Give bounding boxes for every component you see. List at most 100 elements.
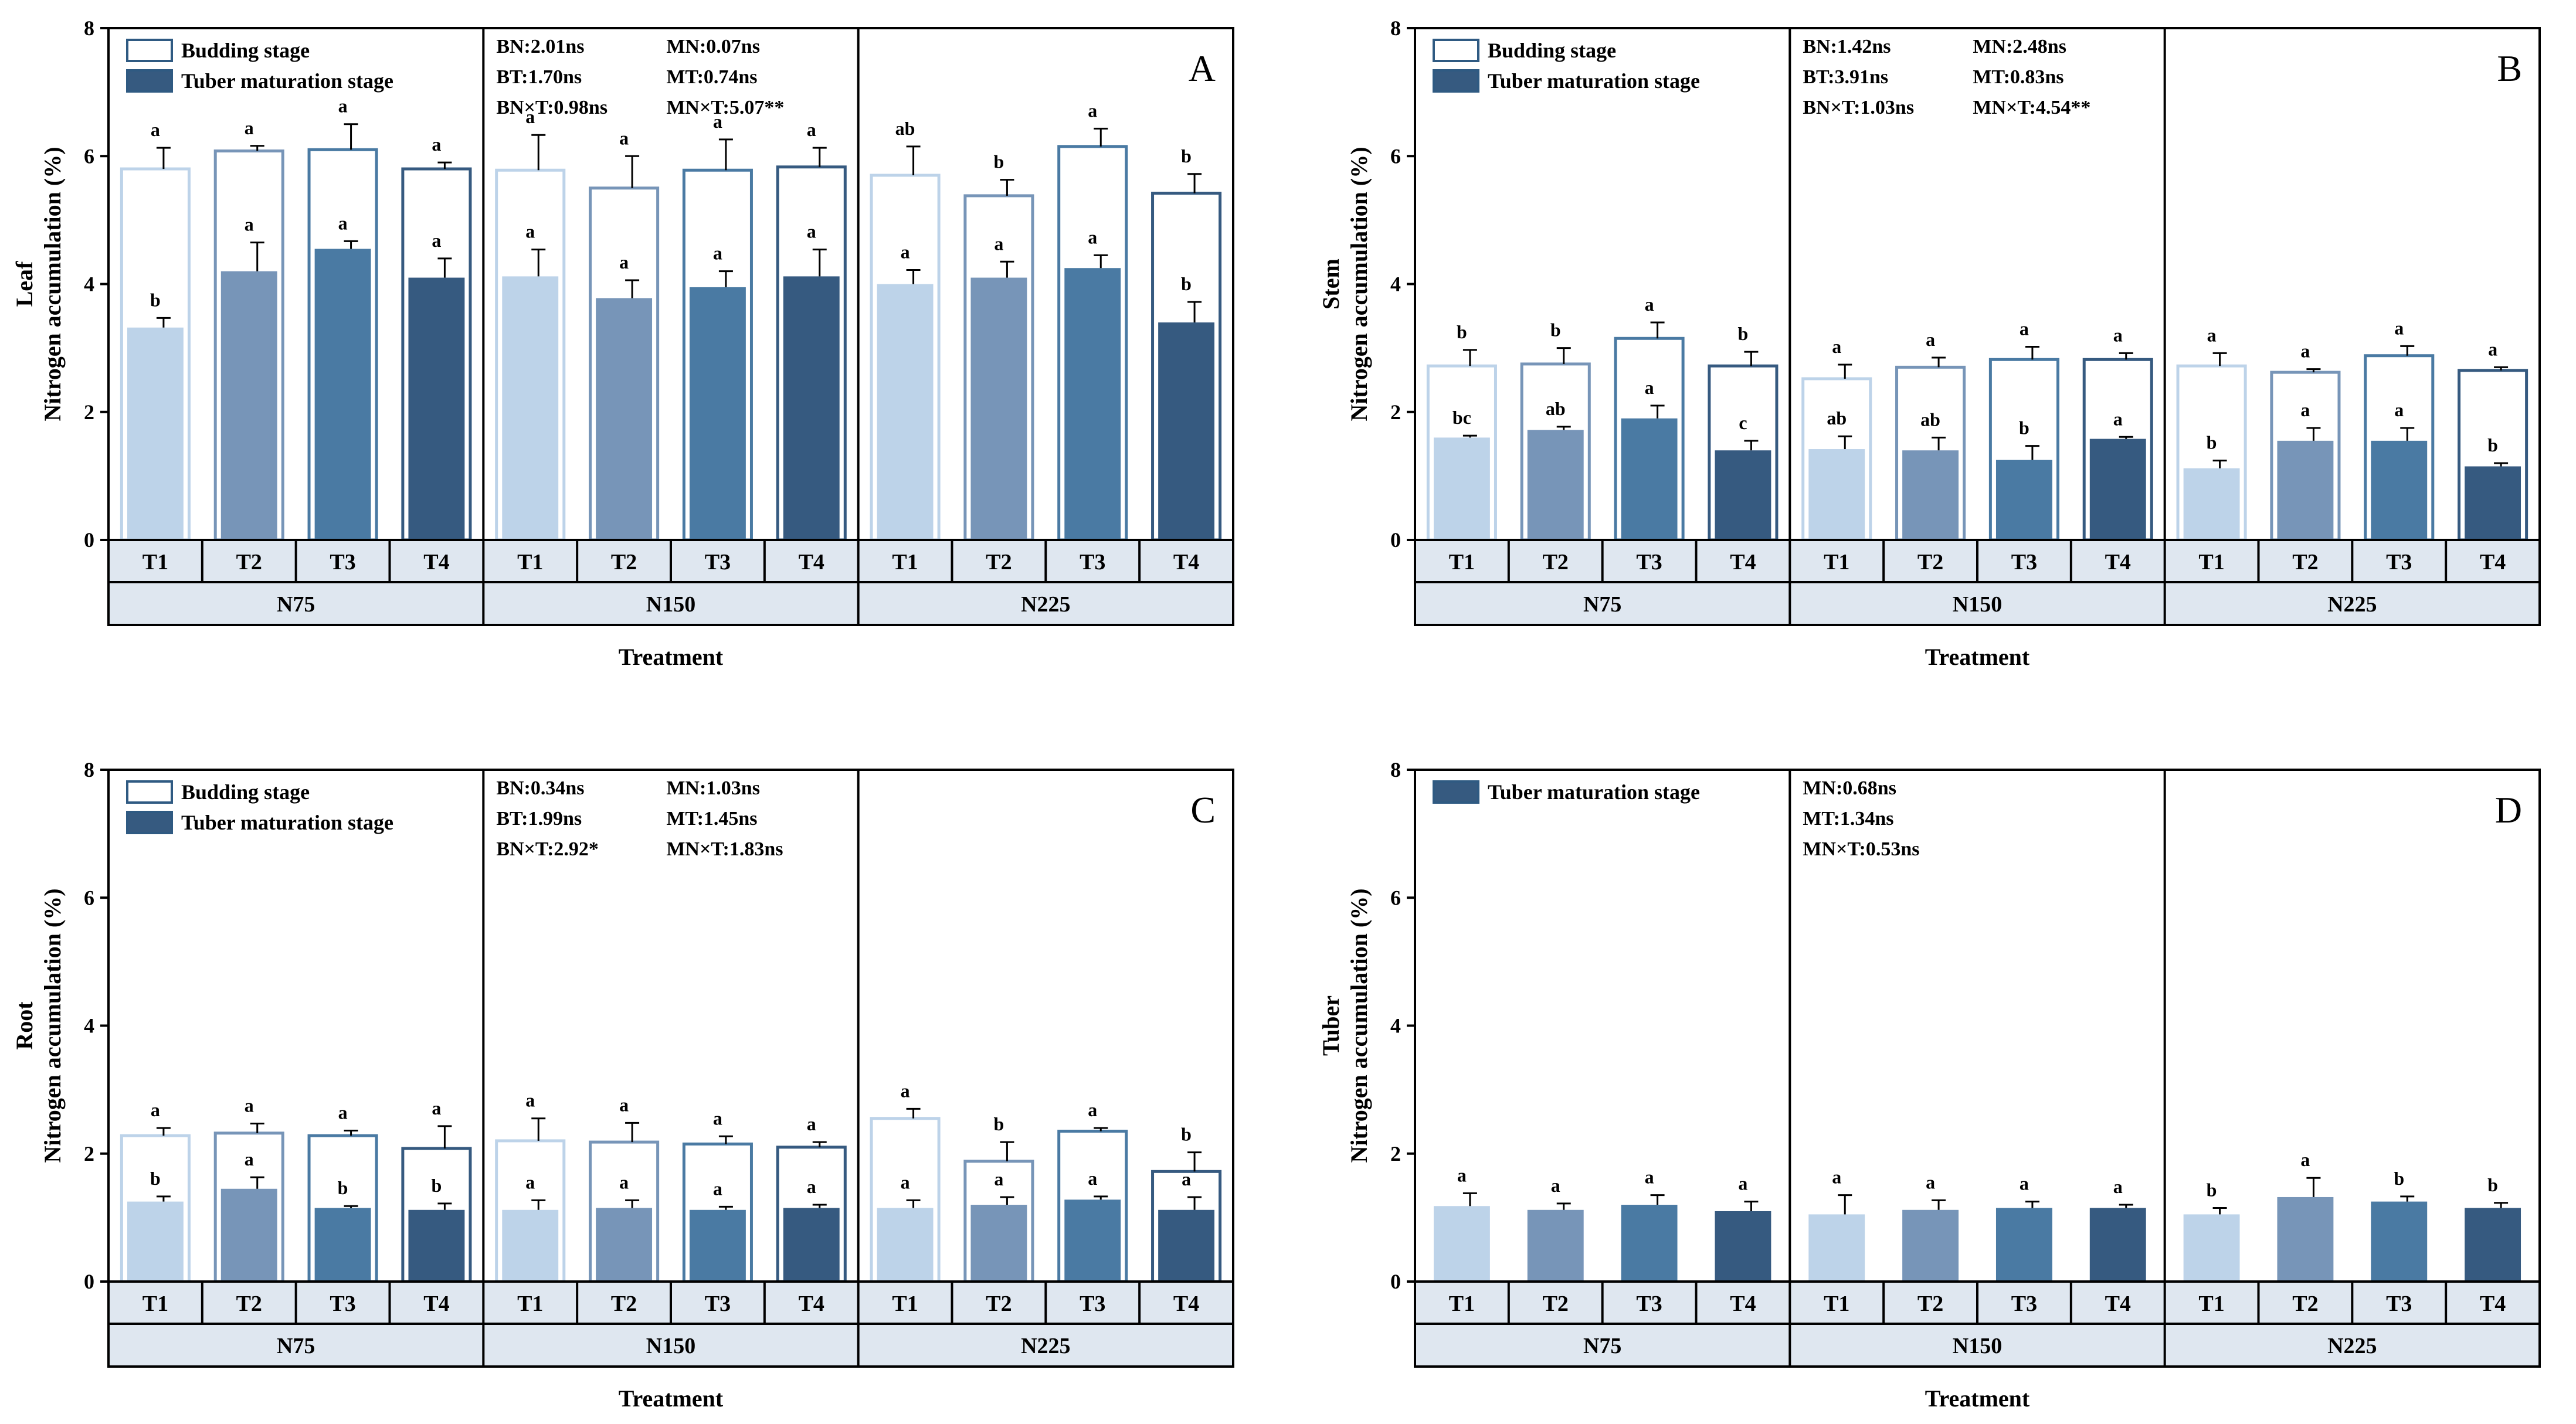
- sig-letter: a: [432, 134, 441, 155]
- sig-letter: a: [2113, 324, 2123, 345]
- bar-tuber-maturation: [1621, 418, 1678, 540]
- x-tick-label: T2: [1543, 1292, 1569, 1316]
- x-tick-label: T1: [1824, 1292, 1849, 1316]
- legend-label: Tuber maturation stage: [1488, 780, 1700, 804]
- legend-label: Budding stage: [1488, 39, 1616, 62]
- sig-letter: a: [2300, 1149, 2310, 1170]
- sig-letter: a: [2488, 338, 2497, 359]
- legend-label: Budding stage: [181, 780, 310, 804]
- group-label: N75: [277, 592, 315, 617]
- x-tick-label: T4: [2105, 1292, 2131, 1316]
- sig-letter: a: [525, 221, 535, 242]
- x-tick-label: T2: [986, 550, 1012, 575]
- sig-letter: b: [432, 1175, 442, 1196]
- sig-letter: a: [1088, 1168, 1097, 1189]
- panel-letter: B: [2497, 47, 2522, 89]
- bar-tuber-maturation: [2089, 439, 2146, 540]
- sig-letter: a: [619, 1094, 629, 1115]
- x-axis-label: Treatment: [619, 1385, 724, 1412]
- sig-letter: a: [619, 127, 629, 148]
- sig-letter: a: [1645, 294, 1654, 315]
- panel-letter: D: [2495, 789, 2522, 831]
- sig-letter: a: [1088, 100, 1097, 121]
- sig-letter: a: [1832, 336, 1841, 357]
- legend-swatch: [1433, 69, 1479, 93]
- legend-swatch: [1433, 780, 1479, 804]
- sig-letter: a: [2300, 399, 2310, 420]
- x-tick-label: T2: [236, 1292, 262, 1316]
- bar-tuber-maturation: [220, 1188, 277, 1282]
- legend-label: Budding stage: [181, 39, 310, 62]
- stat-text: BN:0.34ns: [496, 777, 584, 799]
- stat-text: BN×T:1.03ns: [1803, 97, 1914, 118]
- sig-letter: b: [1457, 321, 1467, 342]
- sig-letter: b: [1550, 320, 1561, 341]
- y-tick-label: 2: [84, 1142, 94, 1165]
- bar-tuber-maturation: [2465, 466, 2521, 540]
- bar-tuber-maturation: [408, 277, 465, 540]
- bar-tuber-maturation: [2371, 1201, 2428, 1282]
- y-tick-label: 0: [1390, 1270, 1401, 1293]
- sig-letter: a: [245, 117, 254, 138]
- legend-label: Tuber maturation stage: [1488, 69, 1700, 93]
- y-tick-label: 0: [84, 528, 94, 552]
- sig-letter: b: [150, 289, 161, 310]
- bar-tuber-maturation: [127, 327, 184, 540]
- bar-tuber-maturation: [783, 276, 840, 540]
- bar-tuber-maturation: [689, 287, 746, 540]
- x-tick-label: T3: [705, 1292, 731, 1316]
- sig-letter: a: [1926, 1171, 1935, 1192]
- bar-tuber-maturation: [1808, 449, 1865, 540]
- group-label: N75: [1583, 592, 1621, 617]
- sig-letter: a: [245, 214, 254, 235]
- x-tick-label: T3: [2386, 550, 2412, 575]
- x-tick-label: T3: [330, 1292, 355, 1316]
- bar-tuber-maturation: [1995, 460, 2052, 540]
- x-tick-label: T2: [1917, 550, 1943, 575]
- bar-tuber-maturation: [502, 1209, 559, 1282]
- y-tick-label: 8: [1390, 16, 1401, 40]
- x-tick-label: T4: [799, 1292, 824, 1316]
- bar-tuber-maturation: [1527, 1209, 1584, 1282]
- group-label: N225: [2327, 592, 2377, 617]
- sig-letter: a: [338, 212, 348, 233]
- bar-tuber-maturation: [1433, 437, 1490, 540]
- sig-letter: b: [2019, 417, 2029, 439]
- sig-letter: b: [1181, 1124, 1192, 1145]
- x-tick-label: T1: [142, 550, 168, 575]
- y-tick-label: 6: [1390, 144, 1401, 168]
- sig-letter: a: [713, 1107, 722, 1129]
- bar-tuber-maturation: [2089, 1208, 2146, 1282]
- bar-tuber-maturation: [1158, 322, 1215, 540]
- sig-letter: a: [1645, 377, 1654, 398]
- stat-text: BN:2.01ns: [496, 36, 584, 57]
- x-tick-label: T3: [1080, 550, 1105, 575]
- group-label: N150: [646, 1334, 695, 1358]
- x-tick-label: T3: [1080, 1292, 1105, 1316]
- y-axis-label: Nitrogen accumulation (%): [1346, 888, 1372, 1163]
- legend-swatch: [1433, 39, 1479, 62]
- stat-text: BT:1.99ns: [496, 808, 582, 830]
- bar-tuber-maturation: [783, 1208, 840, 1282]
- sig-letter: a: [807, 119, 816, 140]
- x-tick-label: T2: [611, 550, 637, 575]
- stat-text: MN:0.07ns: [666, 36, 760, 57]
- sig-letter: a: [713, 111, 722, 132]
- x-tick-label: T3: [2386, 1292, 2412, 1316]
- bar-tuber-maturation: [970, 277, 1027, 540]
- bar-tuber-maturation: [2183, 1214, 2240, 1282]
- bar-tuber-maturation: [689, 1209, 746, 1282]
- sig-letter: a: [713, 243, 722, 264]
- sig-letter: b: [2487, 1174, 2498, 1195]
- bar-tuber-maturation: [2465, 1208, 2521, 1282]
- bar-tuber-maturation: [127, 1201, 184, 1282]
- panel-D: 0 2 4 6 8 Tuber Nitrogen accumulation (%) D Tube…: [1318, 758, 2541, 1412]
- sig-letter: b: [150, 1168, 161, 1189]
- group-label: N75: [277, 1334, 315, 1358]
- y-tick-label: 2: [1390, 400, 1401, 424]
- x-tick-label: T1: [517, 1292, 543, 1316]
- stat-text: MT:0.83ns: [1973, 66, 2063, 88]
- sig-letter: a: [1832, 1167, 1841, 1188]
- sig-letter: a: [338, 1102, 348, 1123]
- panel-A: 0 2 4 6 8 Leaf Nitrogen accumulation (%) A Buddi…: [11, 16, 1234, 670]
